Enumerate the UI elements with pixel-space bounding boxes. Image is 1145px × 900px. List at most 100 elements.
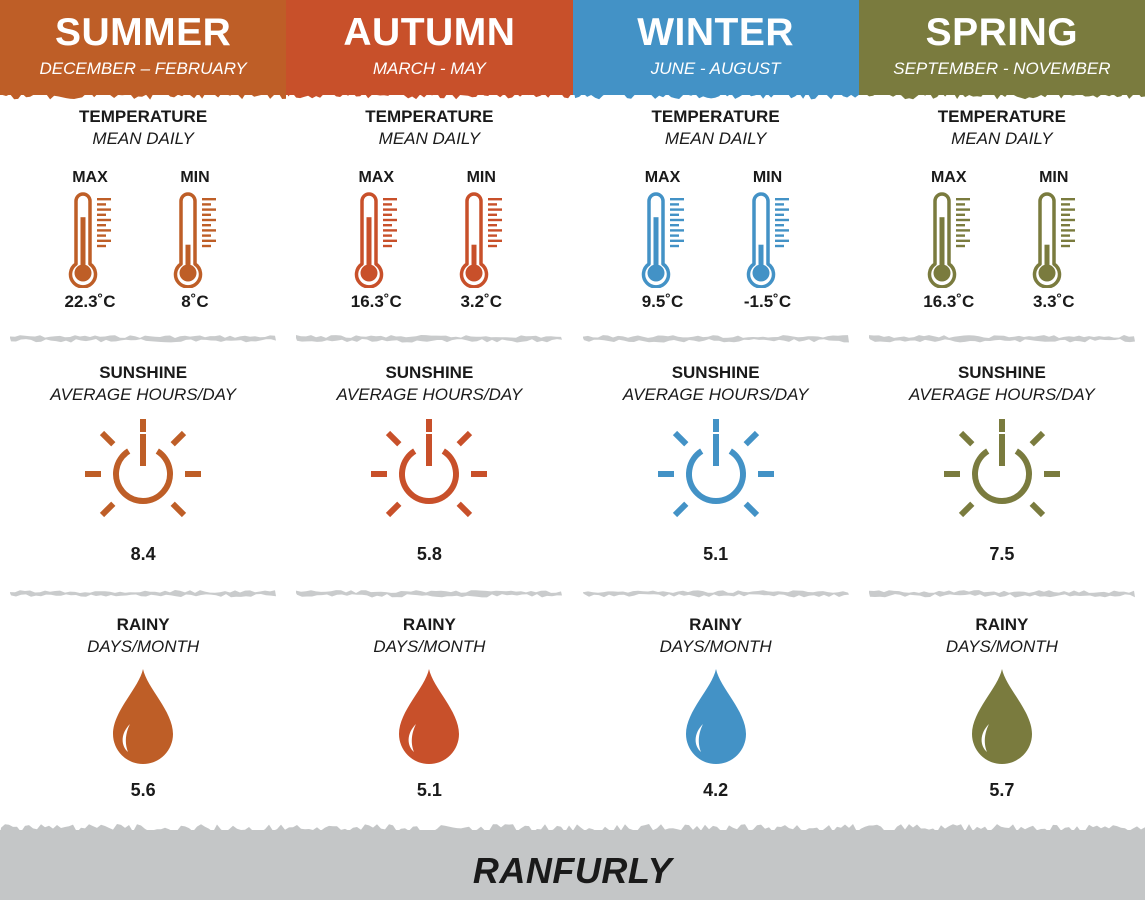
raindrop-icon: [971, 669, 1032, 764]
season-column-spring: SPRING SEPTEMBER - NOVEMBER TEMPERATURE …: [858, 0, 1145, 830]
max-label: MAX: [72, 169, 108, 186]
section-divider: [296, 335, 563, 343]
sun-power-icon: [657, 419, 774, 518]
rain-title: RAINY: [116, 615, 170, 634]
max-temperature: MAX 22.3˚C: [45, 168, 135, 312]
temperature-section: TEMPERATURE MEAN DAILY MAX 16.3˚C MIN 3.…: [859, 106, 1145, 321]
sunshine-section: SUNSHINE AVERAGE HOURS/DAY 7.5: [859, 362, 1145, 572]
sunshine-subtitle: AVERAGE HOURS/DAY: [622, 385, 809, 404]
thermometer-max-icon: [641, 192, 684, 288]
sunshine-subtitle: AVERAGE HOURS/DAY: [908, 385, 1095, 404]
torn-edge-decoration: [286, 87, 573, 100]
section-divider: [582, 335, 849, 343]
rain-subtitle: DAYS/MONTH: [373, 637, 486, 656]
sunshine-title: SUNSHINE: [385, 363, 474, 382]
season-name: SPRING: [925, 11, 1079, 54]
raindrop-icon: [399, 669, 460, 764]
season-header: WINTER JUNE - AUGUST: [572, 0, 859, 100]
season-months: MARCH - MAY: [372, 59, 486, 78]
section-divider: [10, 590, 276, 598]
thermometer-max-icon: [355, 192, 398, 288]
sunshine-value: 8.4: [130, 544, 156, 564]
max-label: MAX: [930, 169, 967, 186]
min-temperature: MIN 8˚C: [150, 168, 240, 312]
sunshine-section: SUNSHINE AVERAGE HOURS/DAY 8.4: [0, 362, 286, 572]
season-column-winter: WINTER JUNE - AUGUST TEMPERATURE MEAN DA…: [572, 0, 859, 830]
torn-edge-decoration: [0, 87, 287, 100]
rain-value: 5.7: [989, 780, 1015, 800]
max-temperature: MAX 16.3˚C: [904, 168, 994, 312]
min-label: MIN: [1039, 169, 1069, 186]
season-months: SEPTEMBER - NOVEMBER: [893, 59, 1111, 78]
min-label: MIN: [180, 169, 210, 186]
location-name: RANFURLY: [472, 850, 673, 891]
temperature-section: TEMPERATURE MEAN DAILY MAX 22.3˚C MIN 8˚…: [0, 106, 286, 321]
min-temperature-value: 8˚C: [181, 292, 209, 311]
rain-subtitle: DAYS/MONTH: [87, 637, 200, 656]
rain-title: RAINY: [689, 615, 743, 634]
min-temperature: MIN -1.5˚C: [723, 168, 813, 312]
temperature-subtitle: MEAN DAILY: [378, 129, 481, 148]
season-header: AUTUMN MARCH - MAY: [286, 0, 573, 100]
max-temperature-value: 16.3˚C: [350, 292, 402, 311]
max-label: MAX: [358, 169, 395, 186]
rain-section: RAINY DAYS/MONTH 5.1: [286, 614, 572, 804]
season-name: SUMMER: [54, 11, 232, 54]
rain-section: RAINY DAYS/MONTH 4.2: [573, 614, 859, 804]
sun-power-icon: [371, 419, 488, 518]
sunshine-title: SUNSHINE: [671, 363, 760, 382]
season-months: JUNE - AUGUST: [650, 59, 781, 78]
sun-power-icon: [943, 419, 1060, 518]
thermometer-max-icon: [927, 192, 970, 288]
season-column-summer: SUMMER DECEMBER – FEBRUARY TEMPERATURE M…: [0, 0, 287, 830]
max-temperature-value: 16.3˚C: [923, 292, 975, 311]
section-divider: [868, 335, 1135, 343]
sun-power-icon: [85, 419, 202, 518]
temperature-subtitle: MEAN DAILY: [664, 129, 767, 148]
season-header: SUMMER DECEMBER – FEBRUARY: [0, 0, 287, 100]
max-temperature-value: 22.3˚C: [64, 292, 116, 311]
thermometer-min-icon: [460, 192, 503, 288]
section-divider: [868, 590, 1135, 598]
thermometer-min-icon: [746, 192, 789, 288]
rain-value: 4.2: [703, 780, 729, 800]
sunshine-section: SUNSHINE AVERAGE HOURS/DAY 5.8: [286, 362, 572, 572]
rain-title: RAINY: [402, 615, 456, 634]
sunshine-value: 5.1: [703, 544, 729, 564]
sunshine-title: SUNSHINE: [957, 363, 1046, 382]
season-name: AUTUMN: [343, 11, 516, 54]
section-divider: [296, 590, 563, 598]
min-temperature-value: 3.3˚C: [1032, 292, 1075, 311]
max-temperature: MAX 9.5˚C: [618, 168, 708, 312]
min-label: MIN: [466, 169, 496, 186]
raindrop-icon: [685, 669, 746, 764]
sunshine-subtitle: AVERAGE HOURS/DAY: [336, 385, 523, 404]
sunshine-section: SUNSHINE AVERAGE HOURS/DAY 5.1: [573, 362, 859, 572]
temperature-section: TEMPERATURE MEAN DAILY MAX 16.3˚C MIN 3.…: [286, 106, 572, 321]
rain-subtitle: DAYS/MONTH: [945, 637, 1058, 656]
sunshine-value: 5.8: [416, 544, 442, 564]
min-temperature-value: 3.2˚C: [460, 292, 503, 311]
location-footer: RANFURLY: [0, 824, 1145, 900]
sunshine-subtitle: AVERAGE HOURS/DAY: [50, 385, 237, 404]
thermometer-min-icon: [173, 192, 216, 288]
temperature-title: TEMPERATURE: [937, 107, 1066, 126]
temperature-subtitle: MEAN DAILY: [951, 129, 1053, 148]
season-name: WINTER: [637, 11, 795, 54]
torn-edge-decoration: [0, 824, 1145, 836]
rain-section: RAINY DAYS/MONTH 5.6: [0, 614, 286, 804]
max-temperature: MAX 16.3˚C: [331, 168, 421, 312]
sunshine-value: 7.5: [989, 544, 1015, 564]
max-temperature-value: 9.5˚C: [641, 292, 684, 311]
temperature-title: TEMPERATURE: [365, 107, 494, 126]
torn-edge-decoration: [572, 87, 859, 100]
thermometer-min-icon: [1032, 192, 1075, 288]
seasons-grid: SUMMER DECEMBER – FEBRUARY TEMPERATURE M…: [0, 0, 1145, 830]
raindrop-icon: [113, 669, 174, 764]
rain-subtitle: DAYS/MONTH: [659, 637, 772, 656]
rain-value: 5.1: [416, 780, 442, 800]
temperature-title: TEMPERATURE: [79, 107, 208, 126]
temperature-title: TEMPERATURE: [651, 107, 780, 126]
section-divider: [10, 335, 276, 343]
min-label: MIN: [752, 169, 783, 186]
